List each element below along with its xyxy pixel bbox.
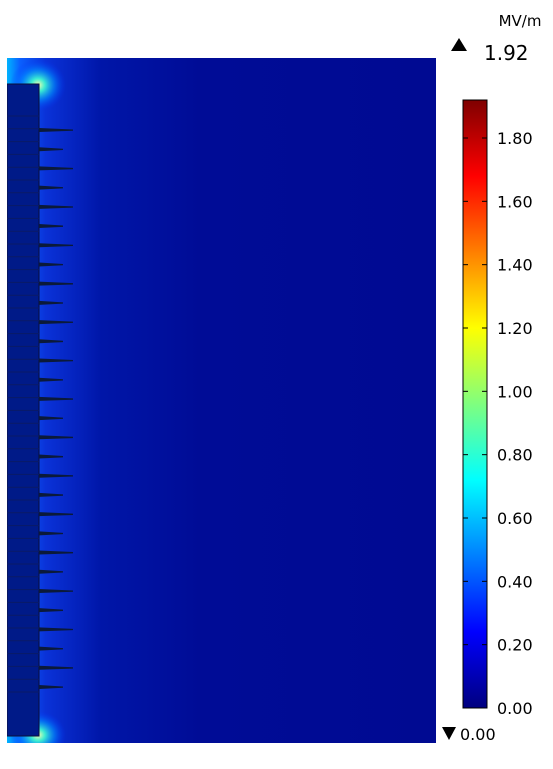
insulator-shed bbox=[39, 665, 73, 670]
colorbar-tick-label: 1.80 bbox=[497, 129, 533, 148]
insulator-shed bbox=[39, 627, 73, 632]
insulator-shed bbox=[39, 454, 63, 459]
colorbar-tick-label: 1.00 bbox=[497, 382, 533, 401]
insulator-shed bbox=[39, 166, 73, 171]
insulator-shed bbox=[39, 416, 63, 421]
insulator-shed bbox=[39, 204, 73, 209]
insulator-shed bbox=[39, 147, 63, 152]
insulator-shed bbox=[39, 569, 63, 574]
colorbar-tick-label: 1.60 bbox=[497, 192, 533, 211]
colorbar-tick-label: 0.40 bbox=[497, 572, 533, 591]
colorbar-unit: MV/m bbox=[499, 12, 542, 30]
colorbar-ticks: 0.00 0.20 0.40 0.60 0.80 1.00 1.20 1.40 1.60 1.80 bbox=[463, 129, 533, 718]
min-triangle-icon bbox=[442, 727, 456, 740]
colorbar-tick-label: 1.40 bbox=[497, 256, 533, 275]
insulator-shed bbox=[39, 262, 63, 267]
insulator-shed bbox=[39, 358, 73, 363]
colorbar-tick-label: 0.20 bbox=[497, 636, 533, 655]
insulator-shed bbox=[39, 646, 63, 651]
insulator-shed bbox=[39, 128, 73, 132]
max-triangle-icon bbox=[451, 38, 467, 51]
insulator-shed bbox=[39, 435, 73, 440]
colorbar-tick-label: 0.60 bbox=[497, 509, 533, 528]
insulator-shed bbox=[39, 320, 73, 325]
insulator-shed bbox=[39, 550, 73, 555]
insulator-shed bbox=[39, 377, 63, 382]
insulator-shed bbox=[39, 512, 73, 517]
colorbar bbox=[462, 99, 488, 709]
insulator-shed bbox=[39, 224, 63, 229]
insulator-shed bbox=[39, 608, 63, 613]
insulator-shed bbox=[39, 588, 73, 593]
colorbar-tick-label: 0.00 bbox=[497, 699, 533, 718]
insulator-sheds bbox=[39, 128, 73, 689]
insulator-shed bbox=[39, 492, 63, 497]
insulator-shed bbox=[39, 685, 63, 689]
insulator-shed bbox=[39, 281, 73, 286]
colorbar-tick-label: 1.20 bbox=[497, 319, 533, 338]
insulator-shed bbox=[39, 300, 63, 305]
colorbar-max-label: 1.92 bbox=[484, 41, 529, 65]
insulator-shed bbox=[39, 473, 73, 478]
insulator-segments bbox=[7, 115, 39, 693]
colorbar-min-label: 0.00 bbox=[460, 725, 496, 744]
insulator-shed bbox=[39, 396, 73, 401]
insulator-shed bbox=[39, 339, 63, 344]
colorbar-tick-label: 0.80 bbox=[497, 446, 533, 465]
field-background bbox=[7, 58, 436, 743]
insulator-shed bbox=[39, 185, 63, 190]
insulator-shed bbox=[39, 531, 63, 536]
insulator-shed bbox=[39, 243, 73, 248]
